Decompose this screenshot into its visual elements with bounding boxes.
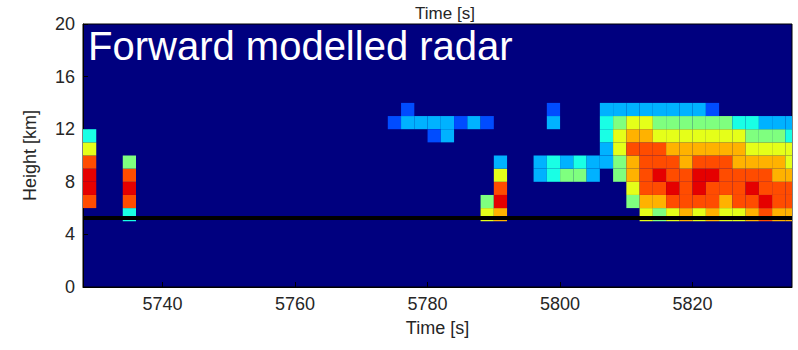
svg-text:Time [s]: Time [s] [415,4,475,23]
svg-text:5760: 5760 [275,294,315,314]
svg-text:8: 8 [65,172,75,192]
svg-text:0: 0 [65,277,75,297]
svg-text:5740: 5740 [142,294,182,314]
svg-text:20: 20 [55,14,75,34]
svg-text:4: 4 [65,224,75,244]
svg-text:Time [s]: Time [s] [406,318,469,338]
svg-text:Forward modelled radar: Forward modelled radar [88,24,513,68]
svg-text:Height [km]: Height [km] [20,110,40,201]
svg-text:5820: 5820 [673,294,713,314]
svg-text:16: 16 [55,67,75,87]
svg-text:5780: 5780 [408,294,448,314]
svg-text:12: 12 [55,119,75,139]
svg-text:5800: 5800 [540,294,580,314]
